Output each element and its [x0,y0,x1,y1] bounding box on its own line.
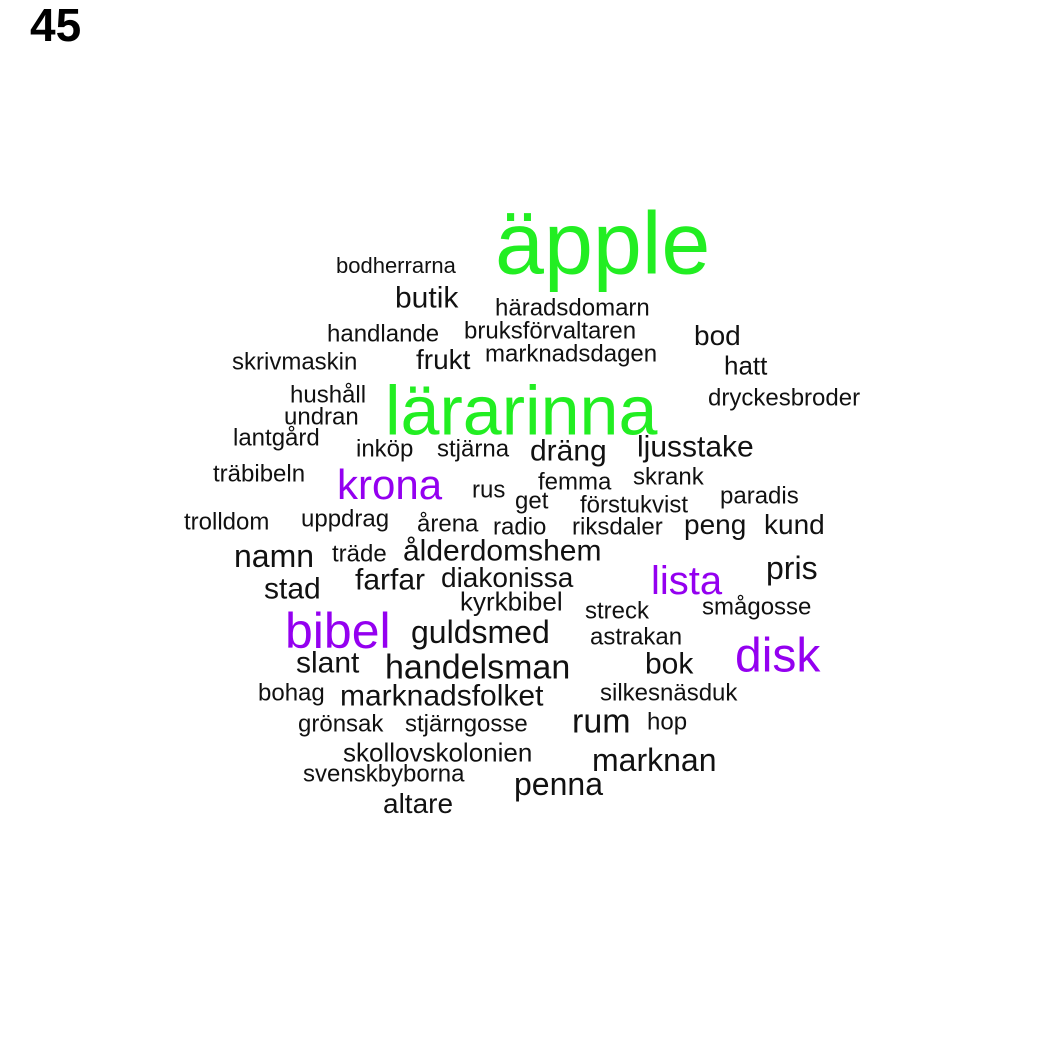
cloud-word: bibel [285,603,391,659]
cloud-word: träbibeln [213,460,306,488]
cloud-word: femma [538,468,612,496]
cloud-word: dräng [530,434,607,468]
cloud-word: marknadsdagen [485,340,658,368]
cloud-word: rus [472,476,506,504]
cloud-word: bodherrarna [336,252,456,278]
cloud-word: astrakan [590,623,683,651]
cloud-word: get [515,487,549,515]
cloud-word: smågosse [702,593,812,621]
cloud-word: handelsman [385,648,571,687]
cloud-word: hushåll [290,381,367,409]
cloud-word: grönsak [298,710,384,738]
cloud-word: farfar [355,563,426,597]
cloud-word: dryckesbroder [708,384,861,412]
cloud-word: frukt [416,344,471,376]
cloud-word: disk [735,629,821,683]
cloud-word: bod [694,320,741,352]
cloud-word: äpple [495,193,711,293]
cloud-word: lista [651,558,723,603]
cloud-word: inköp [356,435,414,463]
cloud-word: stjärna [437,435,510,463]
cloud-word: rum [572,702,631,741]
cloud-word: skrivmaskin [232,348,358,376]
cloud-word: guldsmed [411,614,550,651]
cloud-word: stjärngosse [405,710,528,738]
cloud-word: ljusstake [637,430,754,464]
cloud-word: radio [493,513,547,541]
cloud-word: altare [383,788,454,820]
cloud-word: butik [395,281,459,315]
cloud-word: svenskbyborna [303,760,465,788]
cloud-word: bruksförvaltaren [464,317,637,345]
cloud-word: träde [332,540,387,568]
cloud-word: undran [284,403,359,431]
cloud-word: penna [514,766,603,803]
cloud-word: trolldom [184,508,270,536]
cloud-word: namn [234,538,315,575]
cloud-word: diakonissa [441,562,574,594]
cloud-word: marknan [592,742,717,779]
cloud-word: peng [684,509,747,541]
cloud-word: lantgård [233,424,320,452]
cloud-word: kyrkbibel [460,586,563,617]
cloud-word: slant [296,646,360,680]
cloud-word: stad [264,572,321,606]
cloud-word: ålderdomshem [403,534,602,568]
cloud-word: pris [766,550,818,587]
cloud-word: häradsdomarn [495,294,650,322]
cloud-word: hop [647,708,688,736]
cloud-word: årena [417,510,479,538]
cloud-word: bohag [258,679,325,707]
cloud-word: riksdaler [572,513,663,541]
cloud-word: krona [337,461,443,509]
cloud-word: hatt [724,350,768,381]
page-number: 45 [30,0,82,51]
cloud-word: streck [585,597,650,625]
cloud-word: skollovskolonien [343,737,533,768]
cloud-word: silkesnäsduk [600,679,738,707]
cloud-word: kund [764,509,825,541]
cloud-word: skrank [633,463,704,491]
cloud-word: lärarinna [385,371,658,450]
cloud-word: paradis [720,482,799,510]
cloud-word: uppdrag [301,505,390,533]
cloud-word: bok [645,647,694,681]
cloud-word: förstukvist [580,491,689,519]
cloud-word: marknadsfolket [340,679,544,713]
cloud-word: handlande [327,320,440,348]
